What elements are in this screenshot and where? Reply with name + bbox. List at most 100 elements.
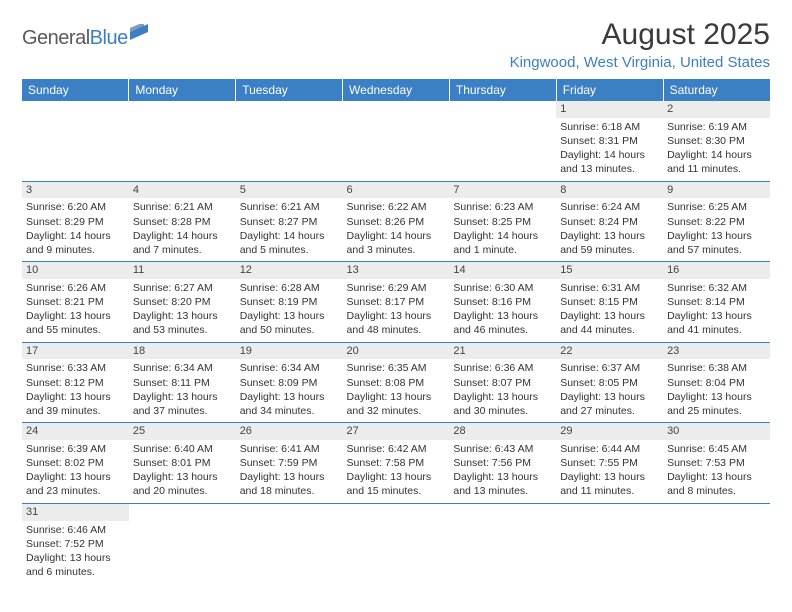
day-number: 7 bbox=[449, 182, 556, 199]
day-info-line: Daylight: 13 hours bbox=[667, 390, 766, 404]
day-info-line: Sunset: 8:09 PM bbox=[240, 376, 339, 390]
day-info-line: Daylight: 13 hours bbox=[560, 470, 659, 484]
day-info-line: Sunset: 7:56 PM bbox=[453, 456, 552, 470]
day-number bbox=[449, 101, 556, 103]
day-number: 8 bbox=[556, 182, 663, 199]
calendar-day-cell bbox=[236, 101, 343, 181]
calendar-day-cell: 12Sunrise: 6:28 AMSunset: 8:19 PMDayligh… bbox=[236, 262, 343, 343]
day-info-line: Sunrise: 6:20 AM bbox=[26, 200, 125, 214]
title-block: August 2025 Kingwood, West Virginia, Uni… bbox=[510, 18, 770, 71]
day-number bbox=[556, 504, 663, 506]
day-info-line: Daylight: 13 hours bbox=[240, 390, 339, 404]
day-info-line: Sunrise: 6:36 AM bbox=[453, 361, 552, 375]
day-info-line: and 18 minutes. bbox=[240, 484, 339, 498]
day-number: 5 bbox=[236, 182, 343, 199]
calendar-day-cell: 26Sunrise: 6:41 AMSunset: 7:59 PMDayligh… bbox=[236, 423, 343, 504]
day-header-row: Sunday Monday Tuesday Wednesday Thursday… bbox=[22, 79, 770, 101]
calendar-table: Sunday Monday Tuesday Wednesday Thursday… bbox=[22, 79, 770, 583]
day-info-line: Daylight: 14 hours bbox=[560, 148, 659, 162]
calendar-day-cell: 22Sunrise: 6:37 AMSunset: 8:05 PMDayligh… bbox=[556, 342, 663, 423]
day-number bbox=[449, 504, 556, 506]
calendar-day-cell: 6Sunrise: 6:22 AMSunset: 8:26 PMDaylight… bbox=[343, 181, 450, 262]
day-number: 31 bbox=[22, 504, 129, 521]
day-info-line: and 32 minutes. bbox=[347, 404, 446, 418]
day-info-line: Sunrise: 6:33 AM bbox=[26, 361, 125, 375]
calendar-body: 1Sunrise: 6:18 AMSunset: 8:31 PMDaylight… bbox=[22, 101, 770, 583]
calendar-day-cell: 16Sunrise: 6:32 AMSunset: 8:14 PMDayligh… bbox=[663, 262, 770, 343]
day-number: 17 bbox=[22, 343, 129, 360]
day-info-line: and 11 minutes. bbox=[667, 162, 766, 176]
day-info-line: Sunrise: 6:26 AM bbox=[26, 281, 125, 295]
day-info-line: Daylight: 13 hours bbox=[560, 309, 659, 323]
day-info-line: Sunrise: 6:19 AM bbox=[667, 120, 766, 134]
day-info-line: and 23 minutes. bbox=[26, 484, 125, 498]
day-info-line: Sunrise: 6:21 AM bbox=[240, 200, 339, 214]
day-info-line: Daylight: 13 hours bbox=[347, 390, 446, 404]
day-info-line: Daylight: 13 hours bbox=[133, 470, 232, 484]
calendar-day-cell: 4Sunrise: 6:21 AMSunset: 8:28 PMDaylight… bbox=[129, 181, 236, 262]
day-info-line: Sunrise: 6:28 AM bbox=[240, 281, 339, 295]
day-number: 13 bbox=[343, 262, 450, 279]
day-info-line: Sunrise: 6:39 AM bbox=[26, 442, 125, 456]
day-header: Thursday bbox=[449, 79, 556, 101]
day-info-line: Sunset: 8:08 PM bbox=[347, 376, 446, 390]
day-info-line: and 44 minutes. bbox=[560, 323, 659, 337]
day-info-line: and 34 minutes. bbox=[240, 404, 339, 418]
day-info-line: Sunrise: 6:46 AM bbox=[26, 523, 125, 537]
day-number bbox=[236, 101, 343, 103]
calendar-day-cell: 2Sunrise: 6:19 AMSunset: 8:30 PMDaylight… bbox=[663, 101, 770, 181]
day-info-line: Daylight: 13 hours bbox=[133, 309, 232, 323]
day-info-line: Sunset: 8:28 PM bbox=[133, 215, 232, 229]
day-number: 25 bbox=[129, 423, 236, 440]
calendar-day-cell bbox=[343, 101, 450, 181]
day-info-line: Sunset: 8:16 PM bbox=[453, 295, 552, 309]
day-info-line: Daylight: 13 hours bbox=[667, 309, 766, 323]
day-info-line: Daylight: 14 hours bbox=[453, 229, 552, 243]
day-info-line: and 41 minutes. bbox=[667, 323, 766, 337]
calendar-week-row: 31Sunrise: 6:46 AMSunset: 7:52 PMDayligh… bbox=[22, 503, 770, 583]
day-number: 28 bbox=[449, 423, 556, 440]
calendar-day-cell: 20Sunrise: 6:35 AMSunset: 8:08 PMDayligh… bbox=[343, 342, 450, 423]
day-number: 10 bbox=[22, 262, 129, 279]
location-subtitle: Kingwood, West Virginia, United States bbox=[510, 54, 770, 71]
day-info-line: Daylight: 13 hours bbox=[26, 390, 125, 404]
calendar-day-cell: 21Sunrise: 6:36 AMSunset: 8:07 PMDayligh… bbox=[449, 342, 556, 423]
calendar-day-cell: 31Sunrise: 6:46 AMSunset: 7:52 PMDayligh… bbox=[22, 503, 129, 583]
day-info-line: Sunset: 8:19 PM bbox=[240, 295, 339, 309]
day-number bbox=[343, 101, 450, 103]
day-header: Tuesday bbox=[236, 79, 343, 101]
day-info-line: Sunrise: 6:25 AM bbox=[667, 200, 766, 214]
calendar-day-cell: 14Sunrise: 6:30 AMSunset: 8:16 PMDayligh… bbox=[449, 262, 556, 343]
flag-icon bbox=[130, 24, 154, 45]
calendar-day-cell: 25Sunrise: 6:40 AMSunset: 8:01 PMDayligh… bbox=[129, 423, 236, 504]
day-info-line: and 55 minutes. bbox=[26, 323, 125, 337]
day-info-line: and 20 minutes. bbox=[133, 484, 232, 498]
day-info-line: Sunset: 7:52 PM bbox=[26, 537, 125, 551]
day-number bbox=[343, 504, 450, 506]
day-info-line: and 13 minutes. bbox=[453, 484, 552, 498]
calendar-day-cell bbox=[129, 503, 236, 583]
day-header: Saturday bbox=[663, 79, 770, 101]
calendar-day-cell: 28Sunrise: 6:43 AMSunset: 7:56 PMDayligh… bbox=[449, 423, 556, 504]
day-info-line: Daylight: 13 hours bbox=[347, 470, 446, 484]
day-info-line: and 13 minutes. bbox=[560, 162, 659, 176]
day-info-line: and 57 minutes. bbox=[667, 243, 766, 257]
day-info-line: and 50 minutes. bbox=[240, 323, 339, 337]
calendar-day-cell bbox=[556, 503, 663, 583]
day-info-line: Daylight: 13 hours bbox=[560, 229, 659, 243]
day-info-line: Daylight: 13 hours bbox=[453, 390, 552, 404]
day-info-line: and 53 minutes. bbox=[133, 323, 232, 337]
calendar-day-cell: 17Sunrise: 6:33 AMSunset: 8:12 PMDayligh… bbox=[22, 342, 129, 423]
day-info-line: and 11 minutes. bbox=[560, 484, 659, 498]
day-number bbox=[129, 101, 236, 103]
day-info-line: Sunset: 8:04 PM bbox=[667, 376, 766, 390]
day-info-line: and 39 minutes. bbox=[26, 404, 125, 418]
day-info-line: Sunrise: 6:41 AM bbox=[240, 442, 339, 456]
calendar-day-cell bbox=[449, 503, 556, 583]
day-info-line: Sunrise: 6:44 AM bbox=[560, 442, 659, 456]
day-info-line: Sunset: 7:59 PM bbox=[240, 456, 339, 470]
day-info-line: Sunset: 8:30 PM bbox=[667, 134, 766, 148]
calendar-week-row: 17Sunrise: 6:33 AMSunset: 8:12 PMDayligh… bbox=[22, 342, 770, 423]
day-info-line: Sunset: 8:31 PM bbox=[560, 134, 659, 148]
day-info-line: Daylight: 13 hours bbox=[347, 309, 446, 323]
